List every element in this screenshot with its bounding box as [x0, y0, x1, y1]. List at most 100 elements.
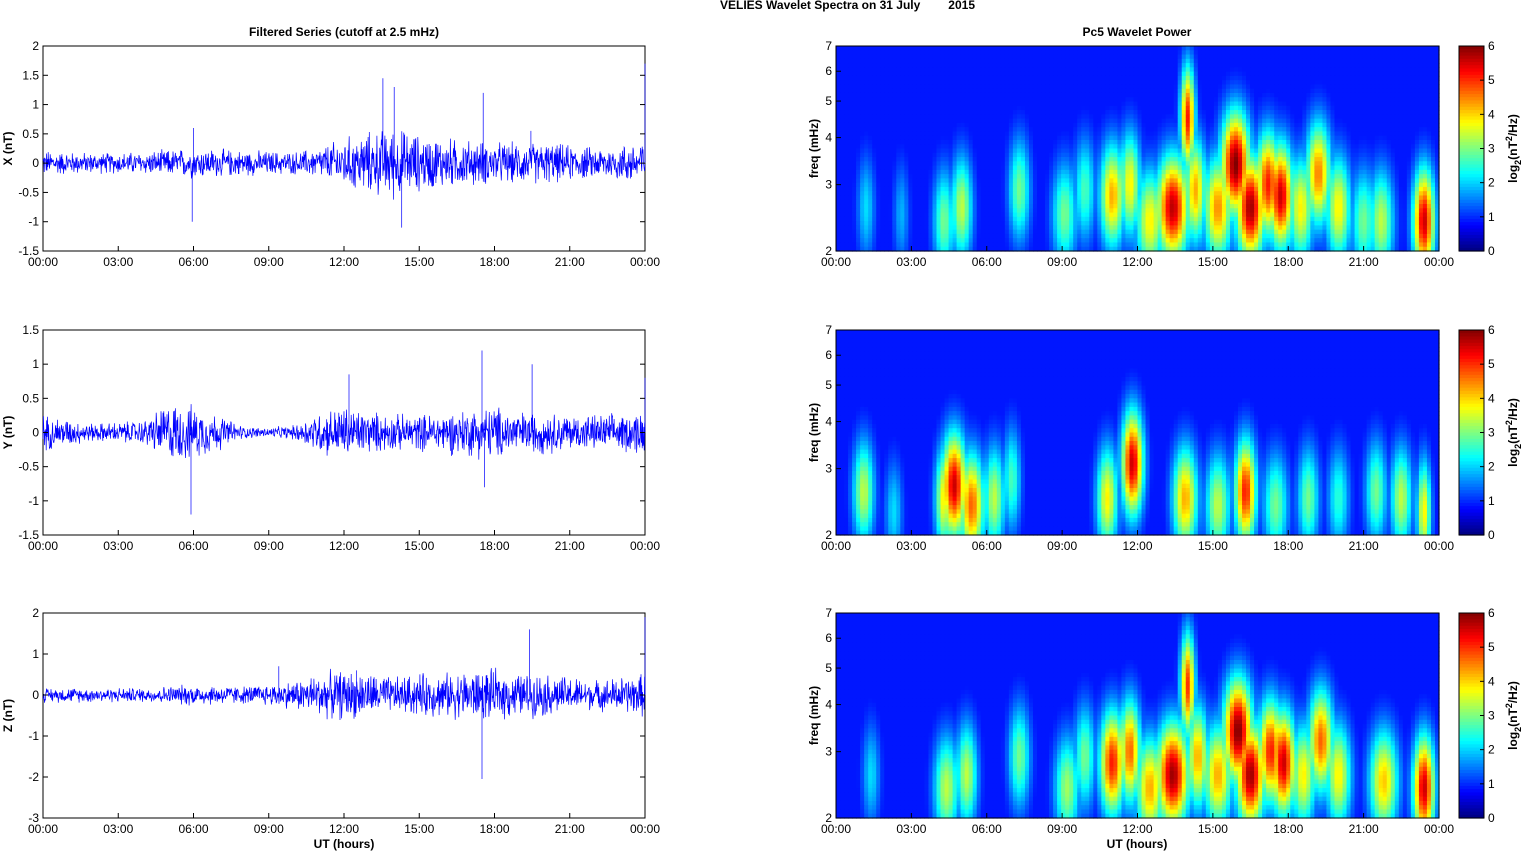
- heatmap-cell: [1169, 58, 1175, 64]
- heatmap-cell: [848, 122, 853, 128]
- heatmap-cell: [956, 157, 962, 162]
- heatmap-cell: [948, 152, 954, 158]
- heatmap-cell: [928, 46, 934, 51]
- heatmap-cell: [1004, 174, 1010, 179]
- heatmap-cell: [892, 46, 897, 51]
- heatmap-cell: [1342, 135, 1348, 141]
- heatmap-cell: [1390, 58, 1396, 64]
- heatmap-cell: [1270, 139, 1275, 145]
- heatmap-cell: [1057, 63, 1062, 68]
- heatmap-cell: [1049, 105, 1054, 111]
- heatmap-cell: [1109, 92, 1114, 98]
- heatmap-cell: [1137, 71, 1143, 77]
- heatmap-cell: [1141, 174, 1147, 179]
- heatmap-cell: [884, 165, 889, 171]
- heatmap-cell: [1330, 97, 1336, 103]
- heatmap-cell: [868, 71, 873, 77]
- heatmap-cell: [932, 71, 938, 77]
- heatmap-cell: [880, 131, 885, 137]
- heatmap-cell: [1258, 131, 1263, 137]
- heatmap-cell: [1258, 174, 1263, 179]
- heatmap-cell: [1338, 122, 1344, 128]
- heatmap-cell: [1434, 118, 1440, 124]
- heatmap-cell: [1358, 46, 1364, 51]
- heatmap-cell: [948, 110, 954, 115]
- heatmap-cell: [1101, 54, 1106, 60]
- heatmap-cell: [1254, 75, 1259, 81]
- heatmap-cell: [856, 161, 861, 167]
- heatmap-cell: [864, 157, 869, 162]
- heatmap-cell: [1225, 114, 1231, 120]
- heatmap-cell: [976, 54, 982, 60]
- heatmap-cell: [840, 122, 845, 128]
- heatmap-cell: [1000, 152, 1006, 158]
- heatmap-cell: [1161, 71, 1167, 77]
- series-x-ytick-label: -0.5: [18, 185, 39, 199]
- heatmap-cell: [1229, 157, 1235, 162]
- heatmap-cell: [848, 58, 853, 64]
- heatmap-cell: [1000, 84, 1006, 90]
- heatmap-cell: [1258, 84, 1263, 90]
- heatmap-cell: [1410, 169, 1416, 175]
- heatmap-cell: [1294, 122, 1299, 128]
- heatmap-cell: [1205, 139, 1211, 145]
- heatmap-cell: [1246, 105, 1251, 111]
- heatmap-cell: [1225, 127, 1231, 133]
- heatmap-cell: [1434, 63, 1440, 68]
- heatmap-cell: [912, 178, 917, 184]
- heatmap-cell: [900, 161, 905, 167]
- heatmap-cell: [1077, 58, 1082, 64]
- heatmap-cell: [1286, 58, 1291, 64]
- heatmap-cell: [1434, 110, 1440, 115]
- heatmap-cell: [1125, 105, 1131, 111]
- heatmap-cell: [1225, 63, 1231, 68]
- heatmap-cell: [944, 58, 950, 64]
- heatmap-cell: [988, 152, 994, 158]
- heatmap-cell: [1161, 118, 1167, 124]
- heatmap-cell: [1394, 50, 1400, 56]
- heatmap-cell: [972, 84, 978, 90]
- heatmap-cell: [1426, 97, 1432, 103]
- heatmap-cell: [1173, 169, 1179, 175]
- heatmap-cell: [1430, 92, 1436, 98]
- heatmap-cell: [1286, 131, 1291, 137]
- series-x-ytick-label: 2: [32, 39, 39, 53]
- heatmap-cell: [1414, 75, 1420, 81]
- heatmap-cell: [1117, 135, 1123, 141]
- heatmap-cell: [960, 88, 966, 94]
- heatmap-cell: [896, 75, 901, 81]
- heatmap-cell: [1310, 148, 1315, 154]
- heatmap-cell: [1330, 92, 1336, 98]
- heatmap-cell: [1161, 80, 1167, 86]
- heatmap-cell: [884, 131, 889, 137]
- heatmap-cell: [1141, 148, 1147, 154]
- heatmap-cell: [1390, 148, 1396, 154]
- heatmap-cell: [1318, 127, 1324, 133]
- heatmap-cell: [1250, 152, 1255, 158]
- heatmap-cell: [940, 127, 946, 133]
- heatmap-cell: [1246, 118, 1251, 124]
- heatmap-cell: [996, 84, 1002, 90]
- heatmap-cell: [1004, 54, 1010, 60]
- heatmap-cell: [1238, 118, 1243, 124]
- heatmap-cell: [944, 75, 950, 81]
- heatmap-cell: [1000, 122, 1006, 128]
- heatmap-cell: [1338, 144, 1344, 150]
- heatmap-cell: [1374, 152, 1380, 158]
- heatmap-cell: [1338, 178, 1344, 184]
- heatmap-cell: [1049, 97, 1054, 103]
- heatmap-cell: [968, 169, 974, 175]
- heatmap-cell: [1145, 157, 1151, 162]
- heatmap-cell: [868, 114, 873, 120]
- heatmap-cell: [912, 122, 917, 128]
- heatmap-cell: [860, 63, 865, 68]
- heatmap-cell: [1422, 114, 1428, 120]
- series-z-line: [42, 617, 646, 779]
- heatmap-cell: [868, 80, 873, 86]
- heatmap-cell: [1382, 169, 1388, 175]
- heatmap-cell: [1032, 148, 1038, 154]
- heatmap-cell: [892, 131, 897, 137]
- heatmap-cell: [1362, 88, 1368, 94]
- heatmap-cell: [1270, 131, 1275, 137]
- heatmap-cell: [1342, 131, 1348, 137]
